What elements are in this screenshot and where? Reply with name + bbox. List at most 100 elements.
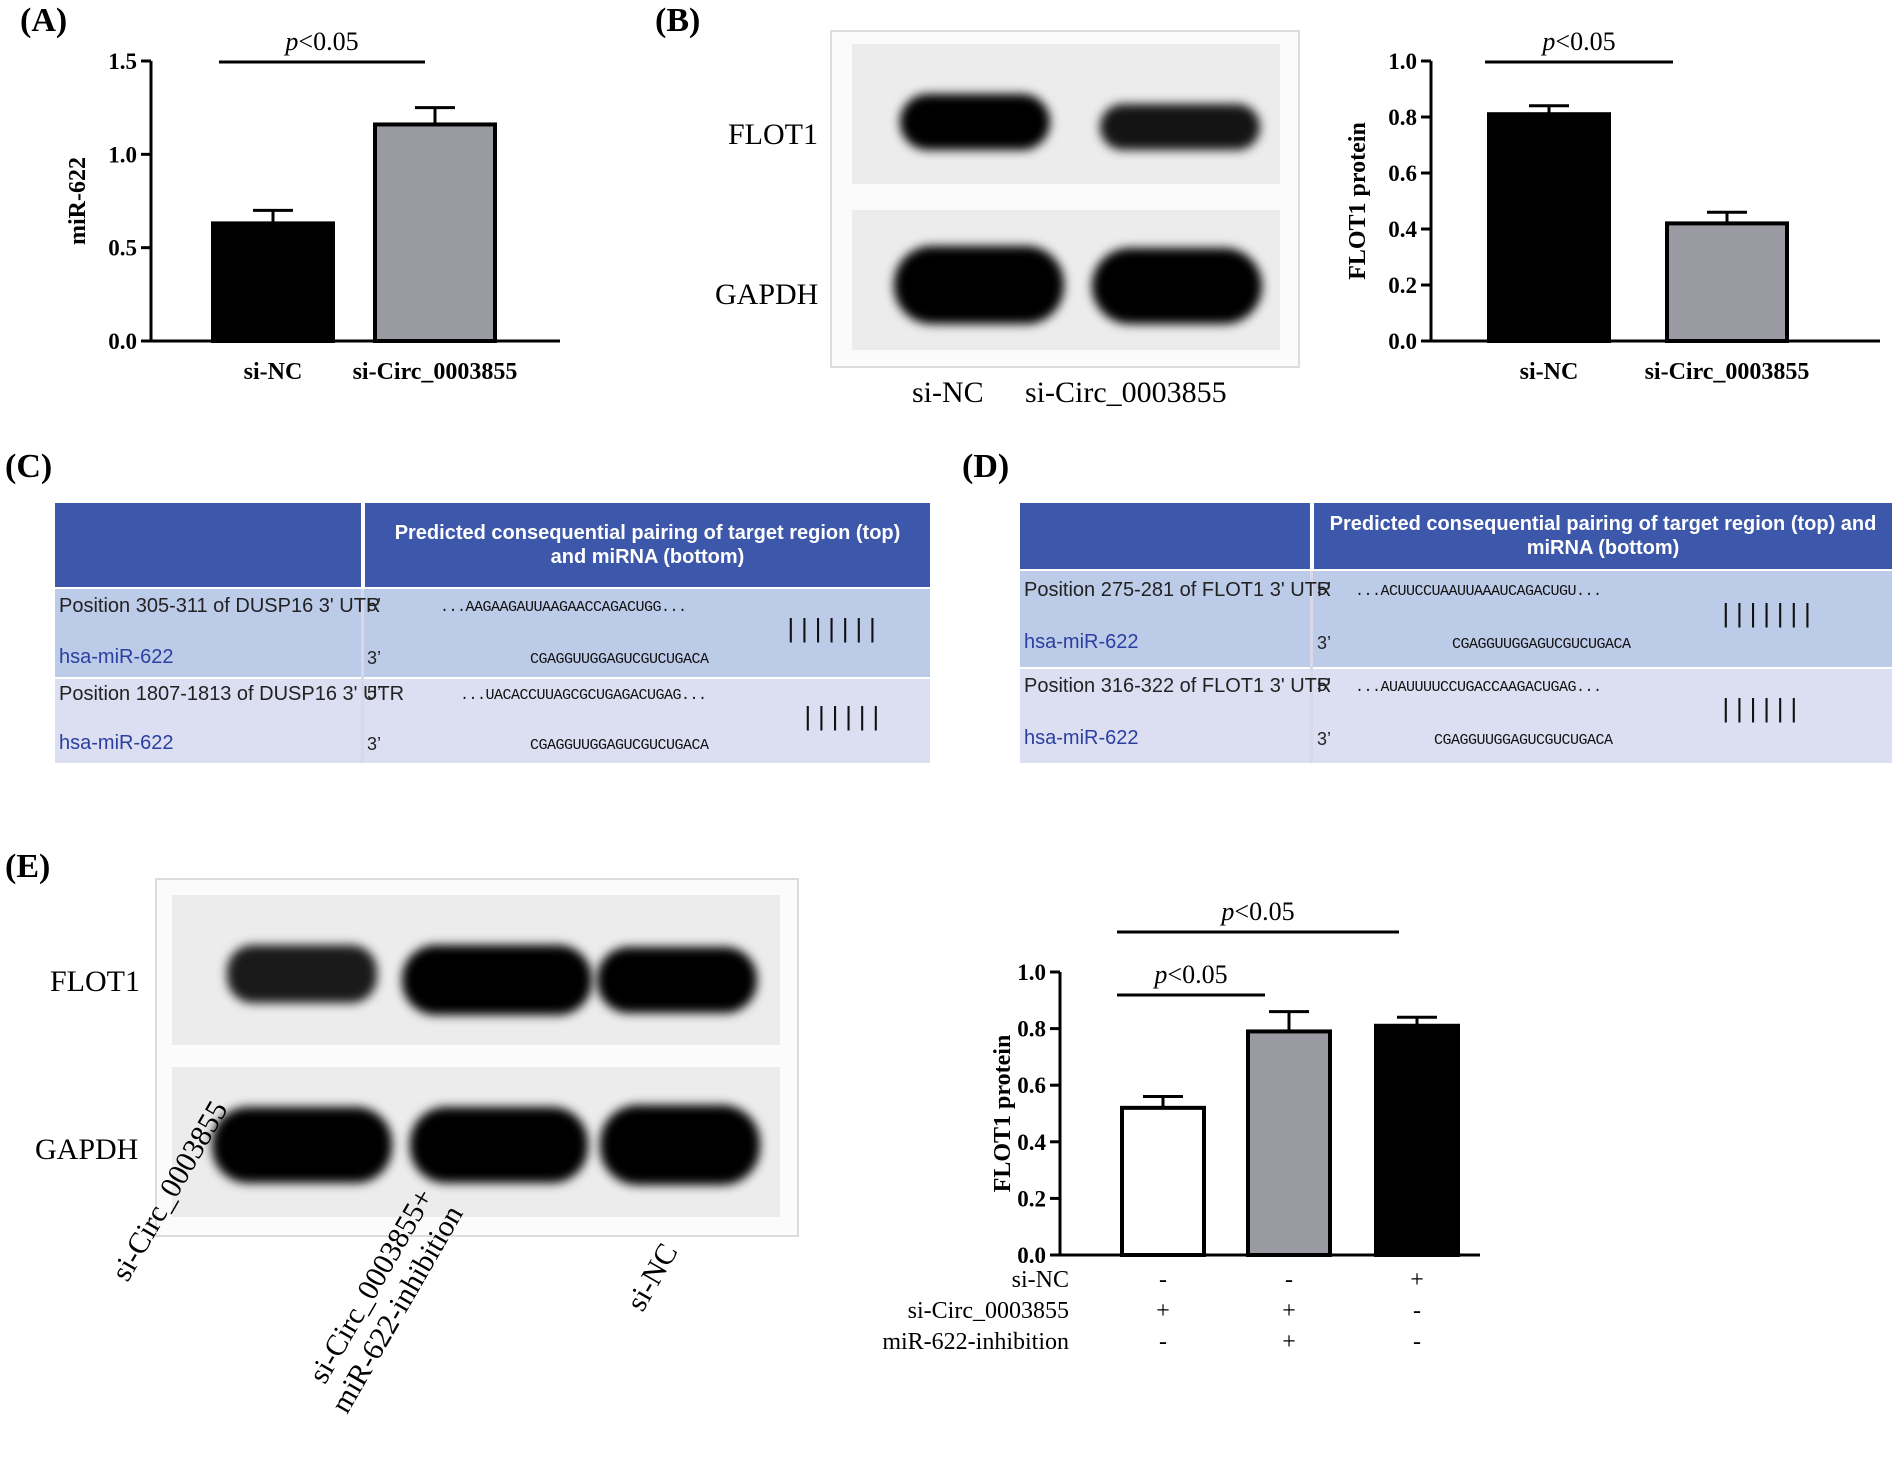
table-divider xyxy=(361,589,364,763)
blot-e-label-gapdh: GAPDH xyxy=(35,1133,139,1166)
chart-b-flot1-protein: 0.0 0.2 0.4 0.6 0.8 1.0 FLOT1 protein si-NC si-C… xyxy=(1345,27,1880,385)
y-tick-label: 0.2 xyxy=(1017,1186,1046,1211)
band-e-flot1-lane1 xyxy=(227,945,377,1003)
table-c-position-1: Position 305-311 of DUSP16 3' UTR xyxy=(59,595,381,617)
western-blot-b xyxy=(830,30,1300,368)
table-d-header: Predicted consequential pairing of targe… xyxy=(1314,503,1892,569)
bar xyxy=(1246,1029,1332,1257)
y-tick-label: 1.0 xyxy=(1388,49,1417,74)
bar xyxy=(1374,1023,1460,1257)
y-axis-label: FLOT1 protein xyxy=(1345,122,1371,280)
y-tick-label: 1.0 xyxy=(1017,960,1046,985)
chart-e-flot1-protein: 0.0 0.2 0.4 0.6 0.8 1.0 FLOT1 protein p<0.05 p<0… xyxy=(882,897,1480,1355)
blot-b-lane-si-nc: si-NC xyxy=(912,376,984,409)
table-c-mirna-2: hsa-miR-622 xyxy=(59,732,174,754)
y-tick-label: 0.0 xyxy=(1388,329,1417,354)
condition-label: si-Circ_0003855 xyxy=(908,1298,1069,1324)
table-d-position-1: Position 275-281 of FLOT1 3' UTR xyxy=(1024,579,1332,601)
condition-label: miR-622-inhibition xyxy=(882,1329,1069,1355)
x-tick-label: si-NC xyxy=(1520,359,1579,385)
y-tick-label: 0.5 xyxy=(108,236,137,261)
y-tick-label: 0.8 xyxy=(1017,1017,1046,1042)
table-c-target-seq-2: ...UACACCUUAGCGCUGAGACUGAG... xyxy=(460,687,707,704)
table-c-header: Predicted consequential pairing of targe… xyxy=(365,503,930,587)
band-gapdh-si-circ xyxy=(1092,248,1262,324)
condition-sign: - xyxy=(1159,1329,1167,1355)
table-row xyxy=(55,589,930,677)
y-tick-label: 1.5 xyxy=(108,49,137,74)
table-d-5prime-2: 5’ xyxy=(1317,675,1332,695)
x-tick-label: si-Circ_0003855 xyxy=(1645,359,1810,385)
table-d-target-seq-2: ...AUAUUUUCCUGACCAAGACUGAG... xyxy=(1355,679,1602,696)
table-c-5prime-2: 5’ xyxy=(367,683,382,703)
significance-label: p<0.05 xyxy=(1219,897,1294,926)
y-tick-label: 0.0 xyxy=(1017,1243,1046,1268)
panel-label-a: (A) xyxy=(20,2,68,39)
table-d-mirna-seq-2: CGAGGUUGGAGUCGUCUGACA xyxy=(1434,732,1613,749)
band-e-gapdh-lane1 xyxy=(212,1107,392,1183)
table-d-position-2: Position 316-322 of FLOT1 3' UTR xyxy=(1024,675,1332,697)
table-c-pairing-1: ||||||| xyxy=(783,615,880,645)
table-c-header-left xyxy=(55,503,361,587)
pairing-table-d: Predicted consequential pairing of targe… xyxy=(1020,503,1892,763)
table-c-position-2: Position 1807-1813 of DUSP16 3' UTR xyxy=(59,683,405,705)
y-tick-label: 0.6 xyxy=(1017,1073,1046,1098)
panel-label-b: (B) xyxy=(655,2,701,39)
table-d-mirna-2: hsa-miR-622 xyxy=(1024,727,1139,749)
blot-e-label-flot1: FLOT1 xyxy=(50,965,140,998)
blot-b-lane-si-circ: si-Circ_0003855 xyxy=(1025,376,1227,409)
table-c-mirna-seq-2: CGAGGUUGGAGUCGUCUGACA xyxy=(530,737,709,754)
y-tick-label: 1.0 xyxy=(108,142,137,167)
condition-label: si-NC xyxy=(1012,1267,1069,1293)
table-c-mirna-1: hsa-miR-622 xyxy=(59,646,174,668)
blot-e-lane-3: si-NC xyxy=(620,1237,685,1317)
condition-sign: + xyxy=(1282,1298,1296,1324)
table-c-3prime-1: 3’ xyxy=(367,648,382,668)
table-row xyxy=(55,679,930,763)
condition-sign: - xyxy=(1413,1298,1421,1324)
table-d-3prime-2: 3’ xyxy=(1317,729,1332,749)
western-blot-e xyxy=(155,878,799,1237)
blot-b-label-flot1: FLOT1 xyxy=(728,118,818,151)
y-axis-label: FLOT1 protein xyxy=(990,1035,1016,1193)
bar xyxy=(1120,1105,1206,1257)
y-tick-label: 0.4 xyxy=(1017,1130,1046,1155)
y-tick-label: 0.0 xyxy=(108,329,137,354)
x-tick-label: si-Circ_0003855 xyxy=(353,359,518,385)
band-e-gapdh-lane3 xyxy=(600,1105,760,1185)
x-tick-label: si-NC xyxy=(244,359,303,385)
y-tick-label: 0.4 xyxy=(1388,217,1417,242)
condition-sign: - xyxy=(1413,1329,1421,1355)
bar xyxy=(373,122,497,344)
significance-label: p<0.05 xyxy=(1540,27,1615,56)
blot-strip-e-flot1 xyxy=(172,895,780,1045)
significance-label: p<0.05 xyxy=(283,27,358,56)
table-c-pairing-2: |||||| xyxy=(800,703,884,733)
band-e-flot1-lane2 xyxy=(402,945,592,1015)
y-axis-label: miR-622 xyxy=(65,157,91,245)
table-c-mirna-seq-1: CGAGGUUGGAGUCGUCUGACA xyxy=(530,651,709,668)
panel-label-e: (E) xyxy=(5,848,51,885)
panel-label-d: (D) xyxy=(962,448,1010,485)
table-d-mirna-1: hsa-miR-622 xyxy=(1024,631,1139,653)
table-divider xyxy=(1310,571,1313,763)
band-gapdh-si-nc xyxy=(894,246,1064,324)
bar xyxy=(1487,112,1611,343)
band-flot1-si-circ xyxy=(1100,104,1260,150)
significance-label: p<0.05 xyxy=(1152,960,1227,989)
y-tick-label: 0.8 xyxy=(1388,105,1417,130)
condition-sign: + xyxy=(1156,1298,1170,1324)
blot-strip-gapdh xyxy=(852,210,1280,350)
bar xyxy=(211,221,335,343)
pairing-table-c: Predicted consequential pairing of targe… xyxy=(55,503,930,763)
table-d-3prime-1: 3’ xyxy=(1317,633,1332,653)
chart-a-mir622: 0.0 0.5 1.0 1.5 miR-622 si-NC si-Circ_0003855 p… xyxy=(65,27,560,385)
table-d-5prime-1: 5’ xyxy=(1317,579,1332,599)
condition-sign: - xyxy=(1285,1267,1293,1293)
y-tick-label: 0.6 xyxy=(1388,161,1417,186)
bar xyxy=(1665,221,1789,343)
table-c-5prime-1: 5’ xyxy=(367,595,382,615)
band-e-gapdh-lane2 xyxy=(410,1107,588,1183)
blot-strip-flot1 xyxy=(852,44,1280,184)
condition-sign: + xyxy=(1282,1329,1296,1355)
